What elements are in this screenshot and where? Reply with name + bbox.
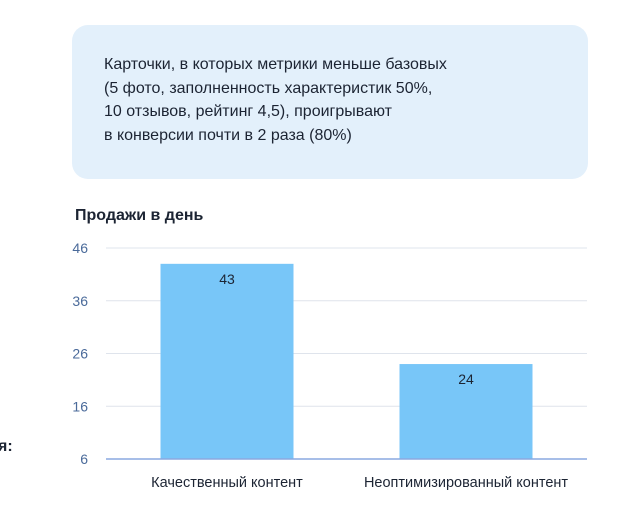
callout-line: в конверсии почти в 2 раза (80%) — [104, 126, 352, 144]
x-category-label: Качественный контент — [151, 475, 303, 491]
callout-line: 10 отзывов, рейтинг 4,5), проигрывают — [104, 103, 392, 120]
y-tick-label: 46 — [72, 240, 88, 256]
bar — [160, 263, 294, 459]
y-tick-label: 6 — [80, 451, 88, 467]
x-category-label: Неоптимизированный контент — [364, 475, 568, 491]
y-tick-label: 26 — [72, 346, 88, 362]
callout-line: Карточки, в которых метрики меньше базов… — [104, 56, 447, 73]
bar — [399, 364, 533, 459]
data-label: 24 — [458, 371, 474, 387]
callout-text: Карточки, в которых метрики меньше базов… — [104, 53, 556, 147]
y-tick-label: 36 — [72, 293, 88, 309]
data-label: 43 — [219, 271, 235, 287]
y-tick-label: 16 — [72, 398, 88, 414]
cut-off-text: я: — [0, 438, 13, 455]
info-callout: Карточки, в которых метрики меньше базов… — [72, 25, 588, 179]
callout-line: (5 фото, заполненность характеристик 50%… — [104, 79, 433, 97]
chart-title: Продажи в день — [75, 207, 204, 224]
